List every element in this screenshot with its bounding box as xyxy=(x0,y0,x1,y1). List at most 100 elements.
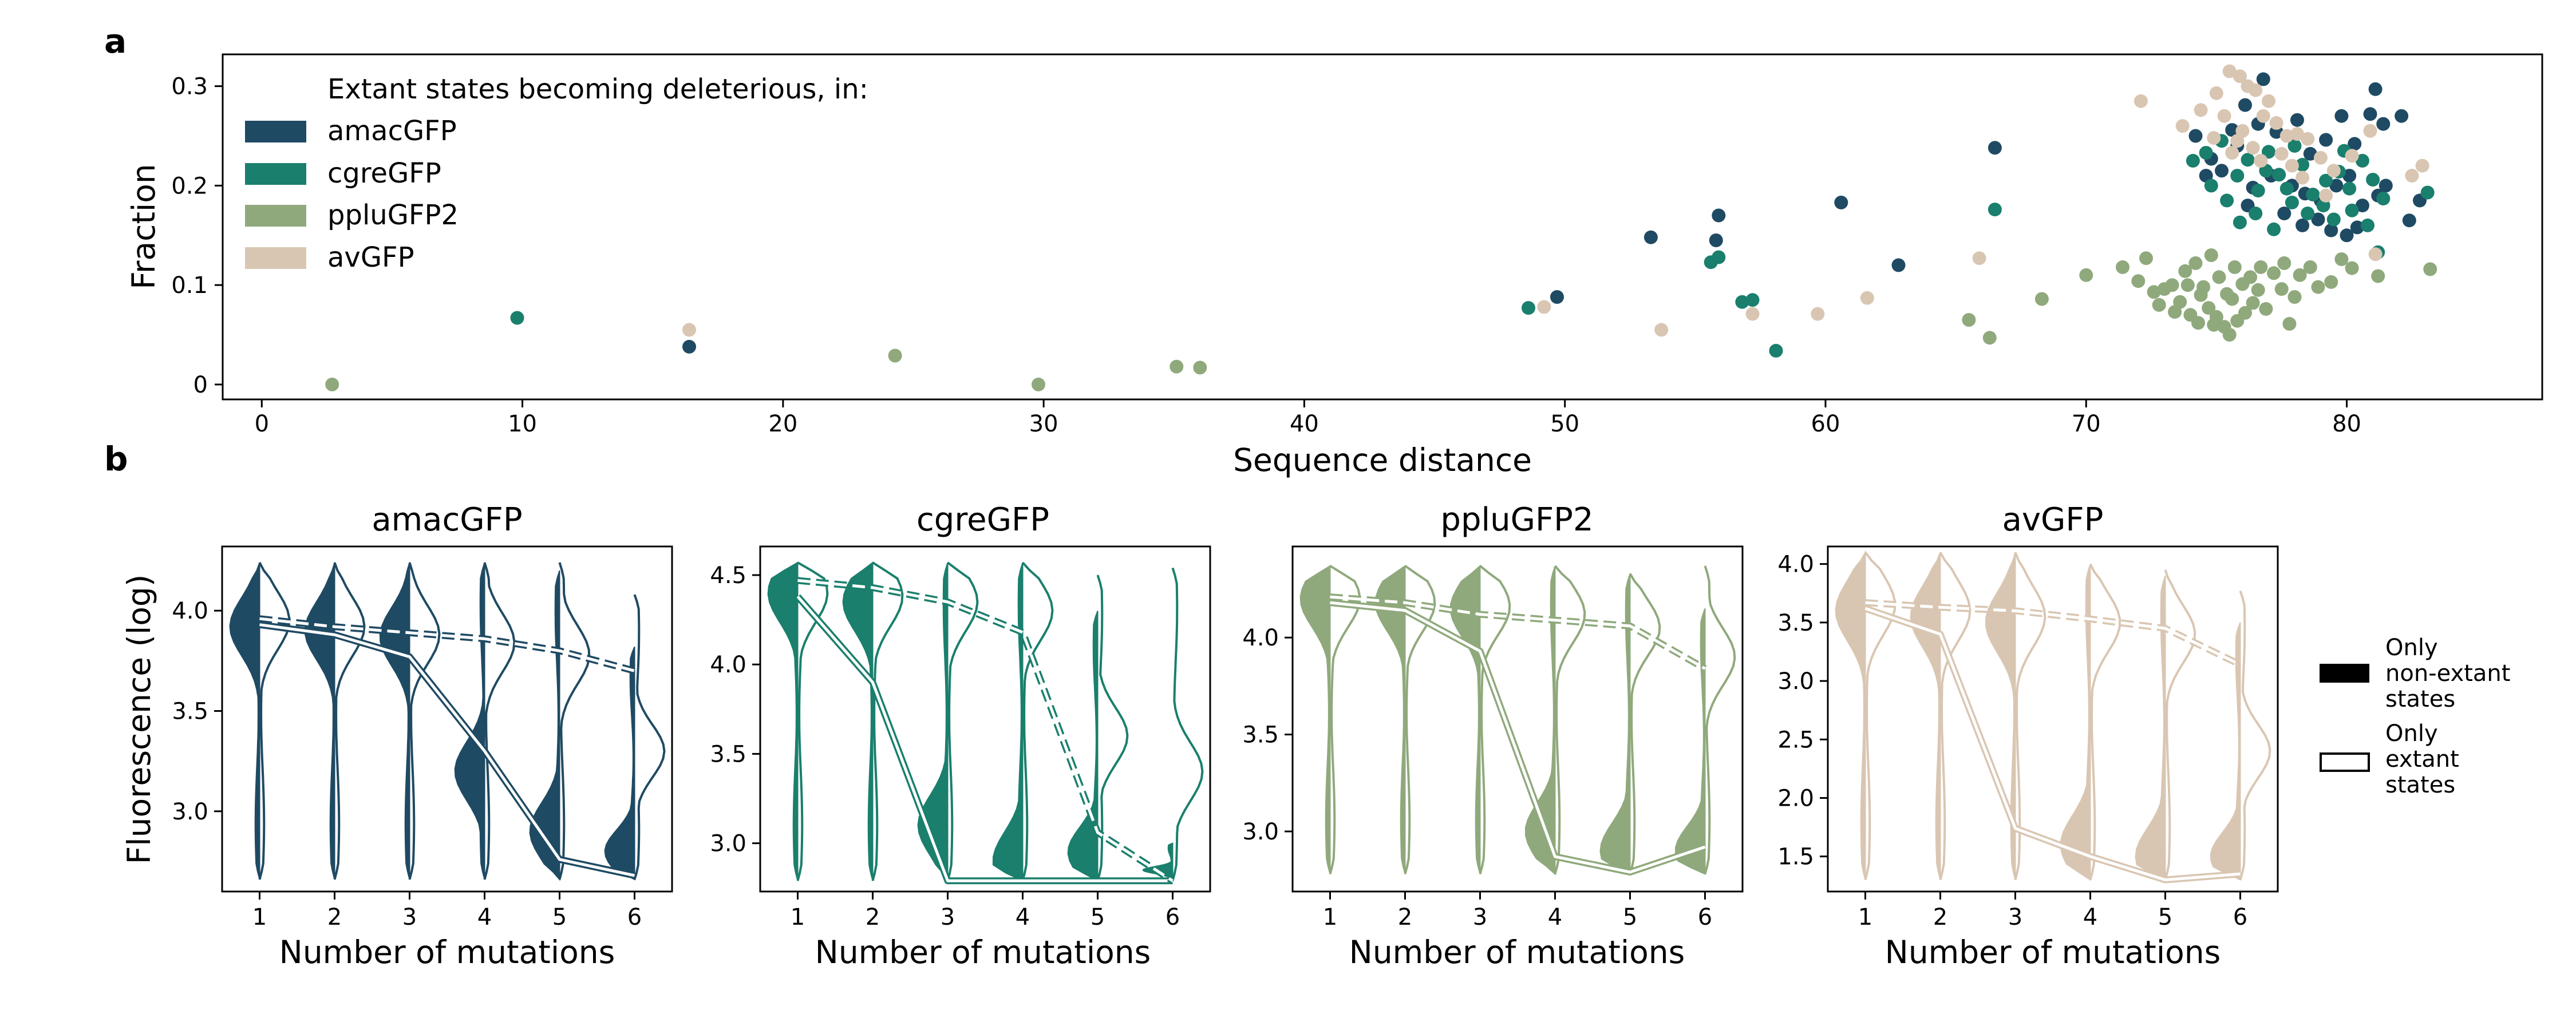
median-line-non-extant xyxy=(259,621,635,879)
scatter-point-avgfp xyxy=(2217,109,2231,123)
scatter-y-tick-label: 0.1 xyxy=(171,272,208,299)
violin-x-tick-label: 2 xyxy=(1398,904,1412,930)
scatter-point-avgfp xyxy=(2233,69,2247,84)
median-line-non-extant xyxy=(1864,605,2241,884)
scatter-point-avgfp xyxy=(2296,171,2310,185)
scatter-point-avgfp xyxy=(1745,307,1760,321)
scatter-x-tick-label: 40 xyxy=(1290,411,1319,437)
scatter-point-cgregfp xyxy=(1745,293,1760,307)
violin-outline-half xyxy=(558,562,591,880)
violin-y-tick-label: 3.5 xyxy=(710,741,746,767)
scatter-point-pplugfp2 xyxy=(2246,296,2260,310)
violin-filled-half xyxy=(1299,565,1331,874)
violin-x-axis-label-pplugfp2: Number of mutations xyxy=(1349,934,1685,970)
scatter-point-cgregfp xyxy=(510,311,524,325)
scatter-point-cgregfp xyxy=(2345,203,2359,217)
scatter-point-avgfp xyxy=(2314,150,2328,165)
violin-plot-area xyxy=(759,545,1211,893)
scatter-point-cgregfp xyxy=(1522,301,1535,315)
scatter-point-cgregfp xyxy=(2279,181,2294,196)
scatter-point-amacgfp xyxy=(1834,195,1848,209)
violin-y-tick-label: 4.0 xyxy=(172,598,208,624)
median-line-non-extant xyxy=(1329,599,1706,876)
violin-filled-half xyxy=(767,561,799,881)
violin-outline-half xyxy=(1704,565,1736,875)
scatter-point-avgfp xyxy=(2415,159,2429,173)
scatter-point-cgregfp xyxy=(2267,222,2281,236)
violin-panel-avgfp: avGFP Number of mutations 1 2 3 4 5 6 1.5 2.0 2.… xyxy=(1777,501,2279,970)
violin-filled-half xyxy=(1985,552,2016,880)
scatter-point-cgregfp xyxy=(2186,153,2200,168)
legend-swatch-avgfp xyxy=(245,247,306,269)
scatter-point-amacgfp xyxy=(2256,72,2270,86)
legend-swatch-outline xyxy=(2320,752,2370,772)
scatter-point-amacgfp xyxy=(2324,223,2338,237)
scatter-x-ticks: 0 10 20 30 40 50 60 70 80 xyxy=(255,399,2361,437)
scatter-point-amacgfp xyxy=(2319,133,2333,147)
scatter-point-cgregfp xyxy=(2306,188,2320,201)
legend-swatch-cgregfp xyxy=(245,163,306,185)
scatter-point-cgregfp xyxy=(2249,207,2263,220)
violin-legend: Only non-extant states Only extant state… xyxy=(2320,635,2510,798)
scatter-point-cgregfp xyxy=(2287,138,2302,153)
scatter-point-avgfp xyxy=(2262,94,2275,108)
violin-filled-half xyxy=(1835,550,1866,880)
scatter-point-cgregfp xyxy=(2301,207,2315,220)
scatter-point-cgregfp xyxy=(1988,203,2002,217)
violin-y-tick-label: 1.5 xyxy=(1777,844,1814,870)
scatter-point-avgfp xyxy=(2368,247,2383,262)
scatter-point-pplugfp2 xyxy=(2202,301,2216,315)
violin-x-tick-label: 6 xyxy=(1165,904,1180,930)
median-line-non-extant xyxy=(795,594,1173,885)
median-line-extant-core xyxy=(797,579,1174,882)
scatter-x-tick-label: 20 xyxy=(768,411,797,437)
scatter-point-cgregfp xyxy=(2204,179,2218,193)
violin-outline-half xyxy=(2164,569,2196,881)
scatter-point-pplugfp2 xyxy=(2131,274,2146,288)
violin-y-tick-label: 3.5 xyxy=(1777,610,1814,636)
violin-outline-half xyxy=(1021,561,1054,881)
scatter-point-avgfp xyxy=(2279,129,2294,143)
violin-x-tick-label: 4 xyxy=(477,904,492,930)
violin-filled-half xyxy=(229,562,260,880)
violin-outline-half xyxy=(1629,573,1661,875)
scatter-point-avgfp xyxy=(2235,124,2250,138)
violin-y-tick-label: 3.5 xyxy=(1242,722,1279,748)
violin-filled-half xyxy=(304,562,335,880)
scatter-point-amacgfp xyxy=(2290,113,2304,127)
scatter-point-amacgfp xyxy=(2348,137,2362,151)
scatter-point-avgfp xyxy=(2319,188,2333,203)
scatter-point-pplugfp2 xyxy=(2254,260,2268,274)
legend-filled-line-2: non-extant xyxy=(2385,660,2510,687)
scatter-point-pplugfp2 xyxy=(888,348,902,363)
scatter-point-pplugfp2 xyxy=(2139,251,2153,266)
violin-outline-half xyxy=(333,562,366,880)
scatter-point-pplugfp2 xyxy=(2178,264,2192,278)
scatter-point-cgregfp xyxy=(2366,173,2380,187)
violin-filled-half xyxy=(1599,573,1631,876)
scatter-point-avgfp xyxy=(2254,153,2268,168)
violin-y-tick-label: 4.0 xyxy=(1777,552,1814,578)
scatter-point-amacgfp xyxy=(2215,164,2229,178)
scatter-point-pplugfp2 xyxy=(2423,262,2437,276)
scatter-point-cgregfp xyxy=(2355,153,2369,168)
scatter-point-amacgfp xyxy=(2311,212,2325,227)
violin-x-tick-label: 4 xyxy=(1016,904,1030,930)
violin-x-tick-label: 1 xyxy=(1858,904,1872,930)
violin-x-tick-label: 3 xyxy=(2008,904,2022,930)
median-line-non-extant-core xyxy=(1330,601,1706,874)
violin-x-tick-label: 6 xyxy=(2233,904,2247,930)
violin-filled-half xyxy=(842,561,874,881)
scatter-point-avgfp xyxy=(2207,131,2221,145)
scatter-point-amacgfp xyxy=(2238,98,2252,112)
scatter-point-cgregfp xyxy=(1769,343,1783,358)
scatter-point-amacgfp xyxy=(2355,199,2369,213)
violin-filled-half xyxy=(529,570,560,881)
scatter-point-amacgfp xyxy=(2303,146,2317,161)
scatter-x-tick-label: 50 xyxy=(1550,411,1579,437)
violin-y-tick-label: 3.0 xyxy=(1777,668,1814,695)
scatter-point-pplugfp2 xyxy=(2345,261,2359,275)
scatter-point-amacgfp xyxy=(2277,207,2291,220)
scatter-point-pplugfp2 xyxy=(2277,256,2291,270)
scatter-point-pplugfp2 xyxy=(2238,306,2252,320)
